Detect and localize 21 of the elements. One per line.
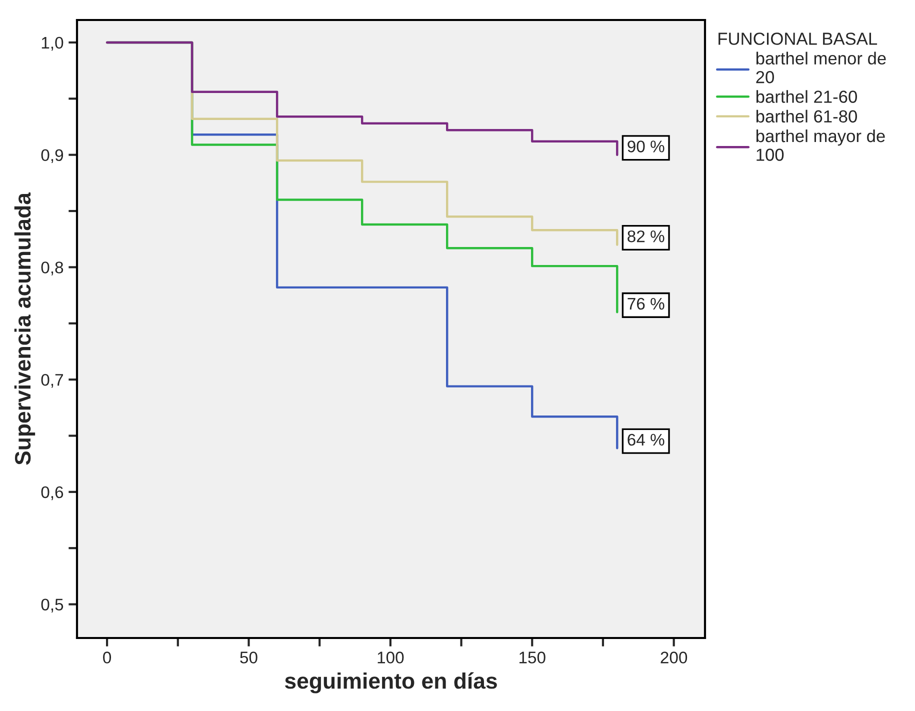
y-tick-label: 0,7 xyxy=(41,374,63,388)
y-tick-label: 0,9 xyxy=(41,149,64,164)
legend-label: barthel 61-80 xyxy=(756,110,857,123)
legend-title: FUNCIONAL BASAL xyxy=(718,32,878,45)
y-tick-label: 0,6 xyxy=(41,486,64,500)
x-tick-label: 0 xyxy=(103,652,112,664)
legend-label: barthel 21-60 xyxy=(756,90,857,103)
x-axis-title: seguimiento en días xyxy=(284,672,497,694)
data-label: 90 % xyxy=(628,140,664,152)
y-tick-label: 1,0 xyxy=(42,36,64,51)
data-label: 82 % xyxy=(628,230,664,242)
x-tick-label: 100 xyxy=(378,652,404,664)
x-tick-label: 200 xyxy=(660,652,688,664)
x-tick-label: 150 xyxy=(520,652,546,664)
y-axis-title: Supervivencia acumulada xyxy=(14,192,36,465)
y-tick-label: 0,8 xyxy=(41,262,64,276)
legend-label: barthel mayor de 100 xyxy=(756,129,885,161)
data-label: 64 % xyxy=(628,434,664,446)
x-tick-label: 50 xyxy=(240,652,258,664)
data-label: 76 % xyxy=(628,298,664,310)
y-tick-label: 0,5 xyxy=(41,598,64,612)
